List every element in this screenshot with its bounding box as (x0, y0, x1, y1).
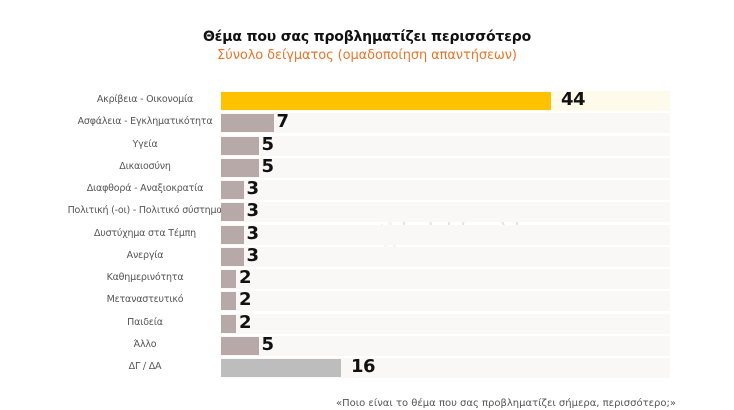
category-label: Δυστύχημα στα Τέμπη (93, 227, 196, 239)
category-label: Παιδεία (127, 316, 163, 328)
chart-row: Μεταναστευτικό 2 (0, 289, 734, 312)
category-label: Δικαιοσύνη (119, 160, 171, 172)
chart-row: Άλλο 5 (0, 333, 734, 357)
chart-row: Ασφάλεια - Εγκληματικότητα 7 (0, 111, 734, 134)
bar (221, 203, 244, 222)
category-label: Άλλο (133, 338, 157, 350)
category-label: Μεταναστευτικό (106, 294, 184, 306)
bar (221, 181, 244, 199)
chart-row: Διαφθορά - Αναξιοκρατία 3 (0, 178, 734, 201)
value-label: 5 (261, 133, 275, 155)
value-label: 7 (276, 111, 290, 133)
bar (221, 359, 341, 377)
category-label: Καθημερινότητα (106, 272, 184, 283)
survey-question: «Ποιο είναι το θέμα που σας προβληματίζε… (336, 398, 676, 409)
bar (221, 136, 259, 155)
bar (221, 158, 259, 177)
value-label: 44 (561, 89, 586, 110)
value-label: 3 (246, 222, 260, 244)
chart-title: Θέμα που σας προβληματίζει περισσότερο (202, 29, 531, 45)
row-band (221, 224, 670, 245)
row-band (221, 246, 670, 267)
bar (221, 270, 236, 288)
value-label: 5 (261, 333, 275, 355)
value-label: 3 (246, 200, 260, 222)
value-label: 5 (261, 155, 275, 177)
value-label: 3 (246, 178, 260, 199)
row-band (221, 313, 670, 334)
category-label: Ακρίβεια - Οικονομία (96, 94, 194, 105)
category-label: Ασφάλεια - Εγκληματικότητα (77, 116, 213, 128)
category-label: Διαφθορά - Αναξιοκρατία (86, 183, 204, 194)
row-band (221, 291, 670, 312)
chart-row: Ανεργία 3 (0, 244, 734, 268)
bar (221, 247, 244, 266)
chart-row: Υγεία 5 (0, 133, 734, 157)
row-band (221, 202, 670, 223)
chart-row: ΔΓ / ΔΑ 16 (0, 356, 734, 379)
row-band (221, 135, 670, 156)
bar (221, 114, 274, 133)
value-label: 2 (239, 289, 252, 311)
bar (221, 292, 236, 311)
category-label: Πολιτική (-οι) - Πολιτικό σύστημα (67, 205, 223, 217)
row-band (221, 335, 670, 356)
value-label: 2 (239, 311, 252, 333)
category-label: ΔΓ / ΔΑ (128, 361, 162, 372)
chart-row: Καθημερινότητα 2 (0, 267, 734, 290)
bar (221, 336, 259, 355)
bar (221, 92, 551, 110)
chart-row: Ακρίβεια - Οικονομία 44 (0, 89, 734, 112)
value-label: 2 (239, 267, 252, 288)
chart-row: Δικαιοσύνη 5 (0, 155, 734, 179)
row-band (221, 157, 670, 178)
row-band (221, 269, 670, 289)
chart-row: Δυστύχημα στα Τέμπη 3 (0, 222, 734, 246)
value-label: 3 (246, 244, 260, 266)
row-band (221, 113, 670, 134)
chart-subtitle: Σύνολο δείγματος (ομαδοποίηση απαντήσεων… (217, 48, 517, 63)
category-label: Υγεία (132, 138, 158, 150)
chart-row: Πολιτική (-οι) - Πολιτικό σύστημα 3 (0, 200, 734, 223)
row-band (221, 180, 670, 200)
value-label: 16 (351, 356, 376, 377)
category-label: Ανεργία (126, 249, 164, 261)
bar (221, 314, 236, 333)
bar (221, 225, 244, 244)
chart-row: Παιδεία 2 (0, 311, 734, 335)
